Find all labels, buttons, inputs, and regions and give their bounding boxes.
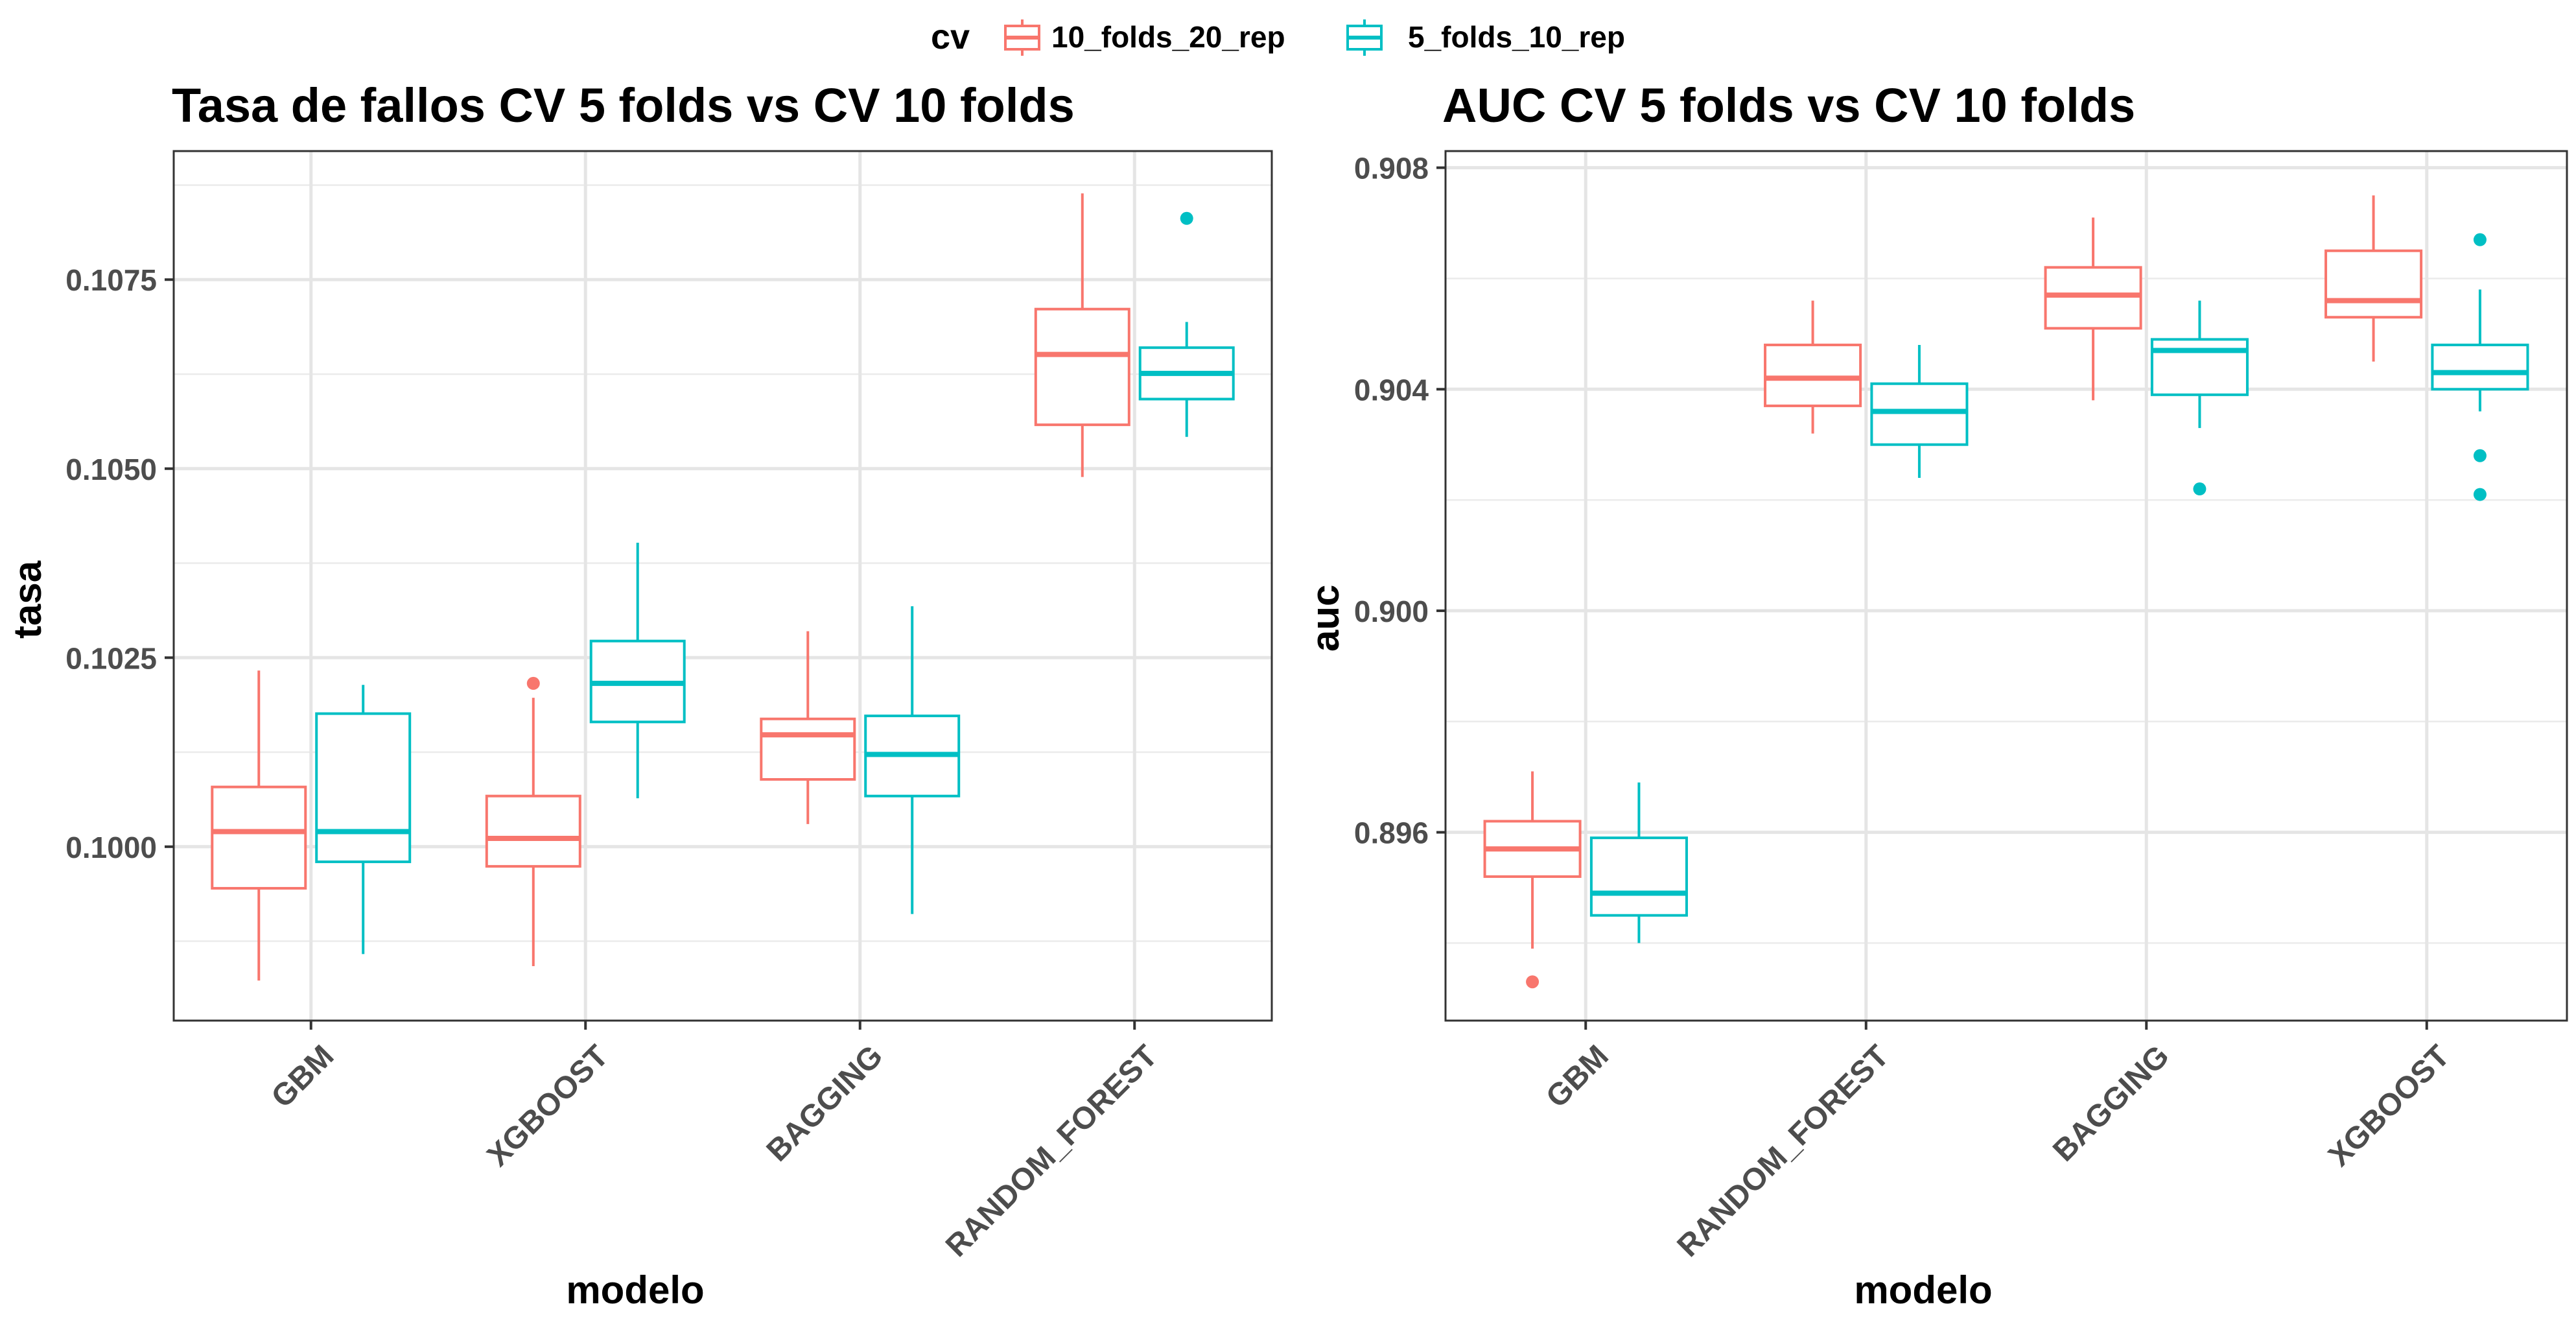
box-gbm-5-folds [1589, 782, 1688, 943]
box-random-forest-10-folds [1034, 193, 1130, 477]
box-bagging-5-folds [2150, 300, 2249, 496]
box-xgboost-5-folds [2431, 233, 2529, 501]
outlier-point [2473, 233, 2487, 246]
legend-label-10-folds: 10_folds_20_rep [1051, 20, 1285, 54]
box-body [485, 794, 581, 868]
box-gbm-10-folds [211, 670, 307, 981]
left-x-axis-title: modelo [566, 1268, 705, 1312]
box-body [2044, 266, 2142, 330]
box-body [2431, 343, 2529, 391]
outlier-point [2473, 449, 2487, 462]
box-bagging-10-folds [760, 631, 856, 824]
legend: cv 10_folds_20_rep 5_folds_10_rep [0, 12, 2576, 64]
left-y-axis-title: tasa [6, 560, 49, 639]
x-tick-label: RANDOM_FOREST [939, 1039, 1164, 1264]
y-tick-label: 0.900 [1354, 595, 1429, 628]
outlier-point [2193, 482, 2207, 496]
box-body [760, 717, 856, 781]
outlier-point [2473, 488, 2487, 501]
box-body [1589, 836, 1688, 917]
y-tick-label: 0.908 [1354, 152, 1429, 185]
legend-key-10-folds [1004, 19, 1040, 56]
x-tick-label: BAGGING [2046, 1039, 2176, 1168]
box-random-forest-5-folds [1870, 344, 1969, 478]
box-body [211, 785, 307, 890]
box-random-forest-10-folds [1764, 300, 1862, 434]
box-bagging-10-folds [2044, 217, 2142, 401]
outlier-point [1526, 975, 1540, 989]
x-tick-label: GBM [1540, 1039, 1615, 1115]
y-tick-label: 0.1000 [65, 831, 157, 864]
left-chart-title: Tasa de fallos CV 5 folds vs CV 10 folds [172, 78, 1075, 132]
x-tick-label: GBM [265, 1039, 341, 1115]
y-tick-label: 0.904 [1354, 373, 1429, 407]
y-tick-label: 0.896 [1354, 816, 1429, 850]
box-gbm-10-folds [1483, 771, 1582, 989]
box-body [1764, 343, 1862, 407]
legend-title: cv [931, 18, 970, 56]
right-x-axis-title: modelo [1854, 1268, 1993, 1312]
box-body [2324, 249, 2423, 319]
box-body [1034, 307, 1130, 427]
right-y-axis-title: auc [1304, 584, 1347, 652]
legend-label-5-folds: 5_folds_10_rep [1408, 20, 1625, 54]
right-panel: 0.896 0.900 0.904 0.908 GBM RANDOM_FOREST BAGG… [1354, 150, 2568, 1264]
panel-border [172, 150, 1273, 1022]
y-tick-label: 0.1025 [65, 641, 157, 675]
legend-key-5-folds [1346, 19, 1383, 56]
outlier-point [526, 676, 540, 690]
box-body [2150, 338, 2249, 396]
box-random-forest-5-folds [1138, 211, 1235, 437]
box-xgboost-10-folds [2324, 195, 2423, 362]
box-xgboost-10-folds [485, 676, 581, 967]
box-bagging-5-folds [864, 606, 961, 914]
outlier-point [1180, 211, 1193, 225]
x-tick-label: XGBOOST [2322, 1039, 2456, 1173]
x-tick-label: XGBOOST [481, 1039, 615, 1173]
box-body [1870, 382, 1969, 446]
box-body [315, 712, 412, 864]
box-xgboost-5-folds [589, 543, 686, 799]
x-tick-label: BAGGING [760, 1039, 890, 1168]
x-tick-label: RANDOM_FOREST [1671, 1039, 1896, 1264]
right-chart-title: AUC CV 5 folds vs CV 10 folds [1442, 78, 2136, 132]
panel-border [1444, 150, 2568, 1022]
y-tick-label: 0.1075 [65, 263, 157, 297]
y-tick-label: 0.1050 [65, 453, 157, 486]
box-gbm-5-folds [315, 685, 412, 954]
left-panel: 0.1000 0.1025 0.1050 0.1075 GBM XGBOOST BAGGIN… [65, 150, 1273, 1264]
